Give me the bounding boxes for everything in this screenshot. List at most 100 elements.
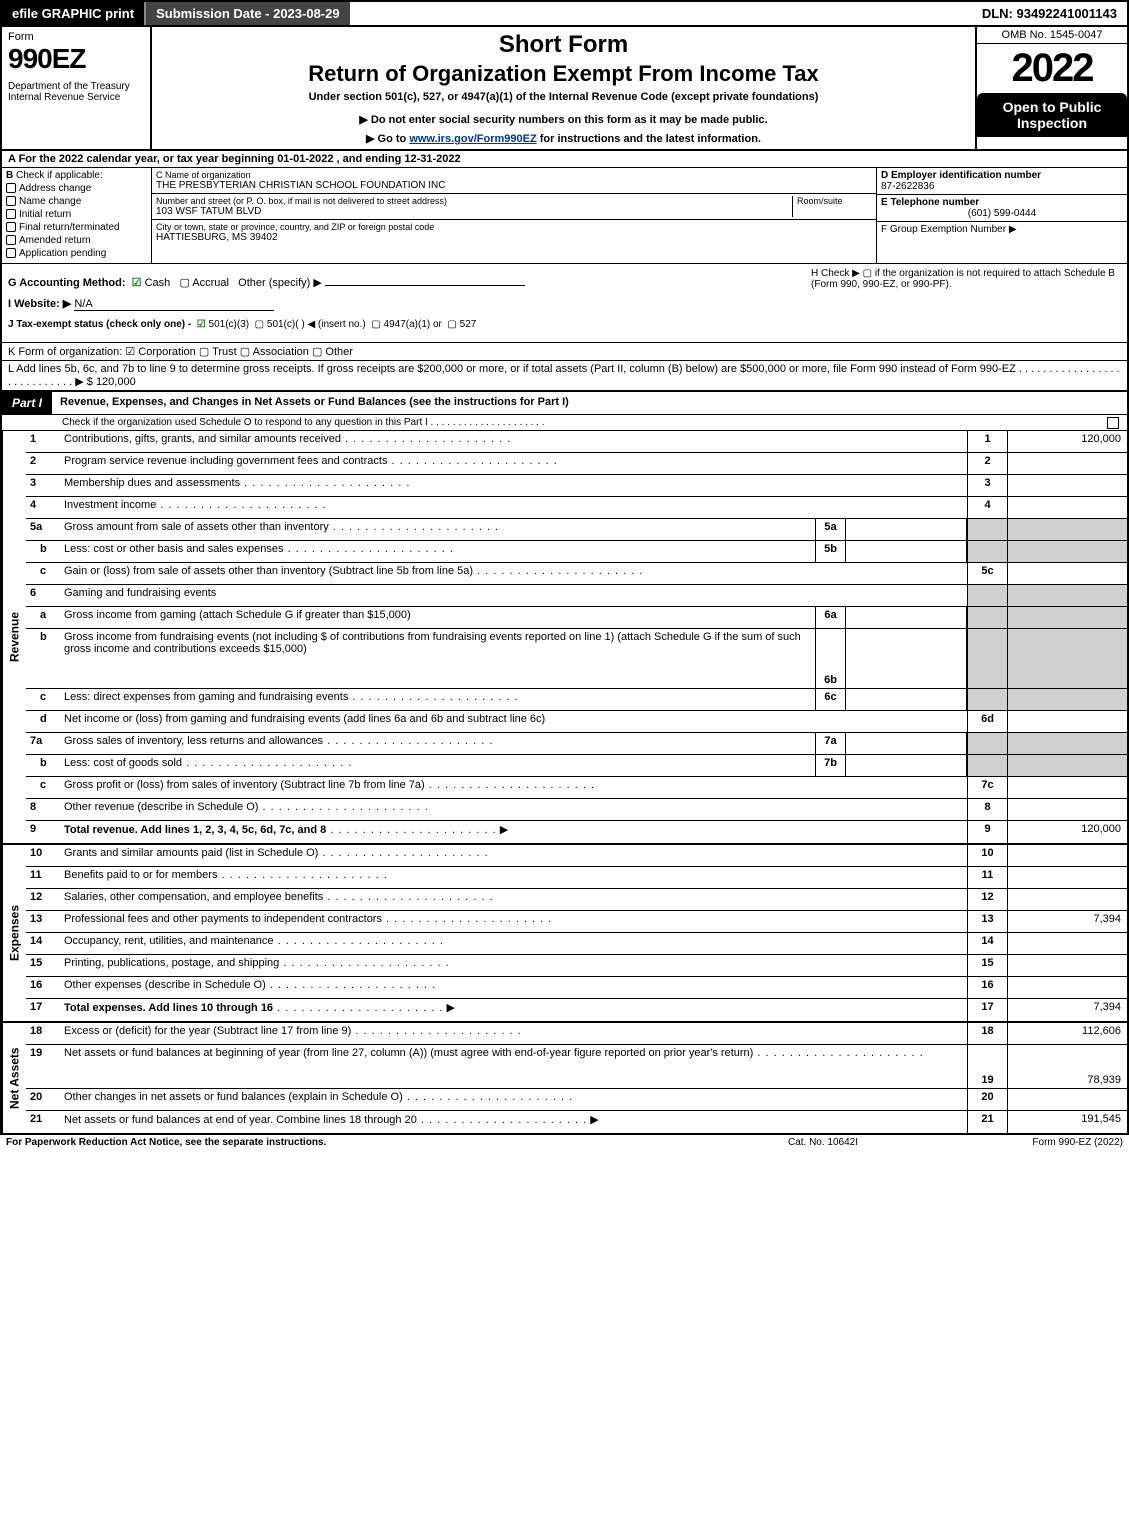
phone-value: (601) 599-0444 <box>881 208 1123 219</box>
f-group-exemption: F Group Exemption Number ▶ <box>881 224 1123 235</box>
line-5a: 5aGross amount from sale of assets other… <box>26 519 1127 541</box>
h-schedule-b: H Check ▶ ▢ if the organization is not r… <box>811 268 1121 290</box>
col-b-checkboxes: B Check if applicable: Address change Na… <box>2 168 152 263</box>
g-accrual: Accrual <box>192 277 229 289</box>
net-assets-vlabel: Net Assets <box>2 1023 26 1133</box>
room-suite-label: Room/suite <box>797 196 872 206</box>
form-ref: Form 990-EZ (2022) <box>923 1137 1123 1148</box>
row-l-gross-receipts: L Add lines 5b, 6c, and 7b to line 9 to … <box>2 361 1127 392</box>
line-4: 4Investment income4 <box>26 497 1127 519</box>
line-11: 11Benefits paid to or for members11 <box>26 867 1127 889</box>
i-label: I Website: ▶ <box>8 298 71 310</box>
line-7a: 7aGross sales of inventory, less returns… <box>26 733 1127 755</box>
chk-amended-return-label: Amended return <box>19 235 91 246</box>
goto-pre: ▶ Go to <box>366 133 409 145</box>
chk-name-change-label: Name change <box>19 196 81 207</box>
short-form-title: Short Form <box>160 31 967 59</box>
arrow-icon: ▶ <box>446 1002 454 1014</box>
part-1-subtitle: Check if the organization used Schedule … <box>2 415 1127 431</box>
line-14: 14Occupancy, rent, utilities, and mainte… <box>26 933 1127 955</box>
street-address: 103 WSF TATUM BLVD <box>156 206 792 217</box>
department-label: Department of the Treasury Internal Reve… <box>8 81 144 103</box>
chk-initial-return-label: Initial return <box>19 209 71 220</box>
g-label: G Accounting Method: <box>8 277 126 289</box>
b-label: B <box>6 170 13 181</box>
col-c-name-address: C Name of organization THE PRESBYTERIAN … <box>152 168 877 263</box>
tax-year: 2022 <box>977 44 1127 93</box>
line-6: 6Gaming and fundraising events <box>26 585 1127 607</box>
chk-name-change[interactable]: Name change <box>6 196 147 207</box>
line-6a: aGross income from gaming (attach Schedu… <box>26 607 1127 629</box>
line-15: 15Printing, publications, postage, and s… <box>26 955 1127 977</box>
chk-application-pending-label: Application pending <box>19 248 106 259</box>
part-1-header: Part I Revenue, Expenses, and Changes in… <box>2 392 1127 415</box>
top-bar: efile GRAPHIC print Submission Date - 20… <box>0 0 1129 25</box>
line-19: 19Net assets or fund balances at beginni… <box>26 1045 1127 1089</box>
line-2: 2Program service revenue including gover… <box>26 453 1127 475</box>
row-l-text: L Add lines 5b, 6c, and 7b to line 9 to … <box>8 363 1120 388</box>
revenue-vlabel: Revenue <box>2 431 26 843</box>
arrow-icon: ▶ <box>590 1114 598 1126</box>
website-value: N/A <box>74 298 274 311</box>
line-16: 16Other expenses (describe in Schedule O… <box>26 977 1127 999</box>
c-name-label: C Name of organization <box>156 170 872 180</box>
expenses-section: Expenses 10Grants and similar amounts pa… <box>2 843 1127 1021</box>
return-title: Return of Organization Exempt From Incom… <box>160 61 967 87</box>
header-mid: Short Form Return of Organization Exempt… <box>152 27 977 149</box>
line-7b: bLess: cost of goods sold7b <box>26 755 1127 777</box>
irs-link[interactable]: www.irs.gov/Form990EZ <box>409 133 536 145</box>
city-label: City or town, state or province, country… <box>156 222 872 232</box>
row-l-value: 120,000 <box>96 376 136 388</box>
efile-print-button[interactable]: efile GRAPHIC print <box>2 2 144 25</box>
chk-final-return-label: Final return/terminated <box>19 222 120 233</box>
submission-date-button[interactable]: Submission Date - 2023-08-29 <box>144 2 350 25</box>
ghij-block: H Check ▶ ▢ if the organization is not r… <box>2 264 1127 343</box>
line-10: 10Grants and similar amounts paid (list … <box>26 845 1127 867</box>
chk-address-change-label: Address change <box>19 183 91 194</box>
line-5b: bLess: cost or other basis and sales exp… <box>26 541 1127 563</box>
j-527: 527 <box>460 319 477 330</box>
line-3: 3Membership dues and assessments3 <box>26 475 1127 497</box>
form-word: Form <box>8 31 144 43</box>
chk-application-pending[interactable]: Application pending <box>6 248 147 259</box>
line-5c: cGain or (loss) from sale of assets othe… <box>26 563 1127 585</box>
line-6b: bGross income from fundraising events (n… <box>26 629 1127 689</box>
row-a-tax-year: A For the 2022 calendar year, or tax yea… <box>2 151 1127 168</box>
line-13: 13Professional fees and other payments t… <box>26 911 1127 933</box>
under-section: Under section 501(c), 527, or 4947(a)(1)… <box>160 91 967 103</box>
d-ein-label: D Employer identification number <box>881 170 1123 181</box>
line-18: 18Excess or (deficit) for the year (Subt… <box>26 1023 1127 1045</box>
line-6d: dNet income or (loss) from gaming and fu… <box>26 711 1127 733</box>
dln-label: DLN: 93492241001143 <box>972 2 1127 25</box>
omb-number: OMB No. 1545-0047 <box>977 27 1127 44</box>
schedule-o-checkbox[interactable] <box>1107 417 1119 429</box>
revenue-section: Revenue 1Contributions, gifts, grants, a… <box>2 431 1127 843</box>
line-8: 8Other revenue (describe in Schedule O)8 <box>26 799 1127 821</box>
j-label: J Tax-exempt status (check only one) - <box>8 319 191 330</box>
city-state-zip: HATTIESBURG, MS 39402 <box>156 232 872 243</box>
header-right: OMB No. 1545-0047 2022 Open to Public In… <box>977 27 1127 149</box>
org-name: THE PRESBYTERIAN CHRISTIAN SCHOOL FOUNDA… <box>156 180 872 191</box>
check-if-applicable: Check if applicable: <box>16 170 103 181</box>
line-1: 1Contributions, gifts, grants, and simil… <box>26 431 1127 453</box>
expenses-vlabel: Expenses <box>2 845 26 1021</box>
form-header: Form 990EZ Department of the Treasury In… <box>2 27 1127 151</box>
row-k-form-org: K Form of organization: ☑ Corporation ▢ … <box>2 343 1127 361</box>
form-container: Form 990EZ Department of the Treasury In… <box>0 25 1129 1135</box>
chk-address-change[interactable]: Address change <box>6 183 147 194</box>
part-1-title: Revenue, Expenses, and Changes in Net As… <box>52 392 1127 414</box>
ein-value: 87-2622836 <box>881 181 1123 192</box>
chk-initial-return[interactable]: Initial return <box>6 209 147 220</box>
cat-no: Cat. No. 10642I <box>723 1137 923 1148</box>
form-number: 990EZ <box>8 43 144 75</box>
arrow-icon: ▶ <box>500 824 508 836</box>
line-12: 12Salaries, other compensation, and empl… <box>26 889 1127 911</box>
i-website: I Website: ▶ N/A <box>8 297 1121 311</box>
chk-final-return[interactable]: Final return/terminated <box>6 222 147 233</box>
line-6c: cLess: direct expenses from gaming and f… <box>26 689 1127 711</box>
chk-amended-return[interactable]: Amended return <box>6 235 147 246</box>
part-1-tab: Part I <box>2 392 52 414</box>
goto-post: for instructions and the latest informat… <box>537 133 761 145</box>
check-icon: ☑ <box>197 319 206 330</box>
part-1-sub-text: Check if the organization used Schedule … <box>62 417 544 428</box>
